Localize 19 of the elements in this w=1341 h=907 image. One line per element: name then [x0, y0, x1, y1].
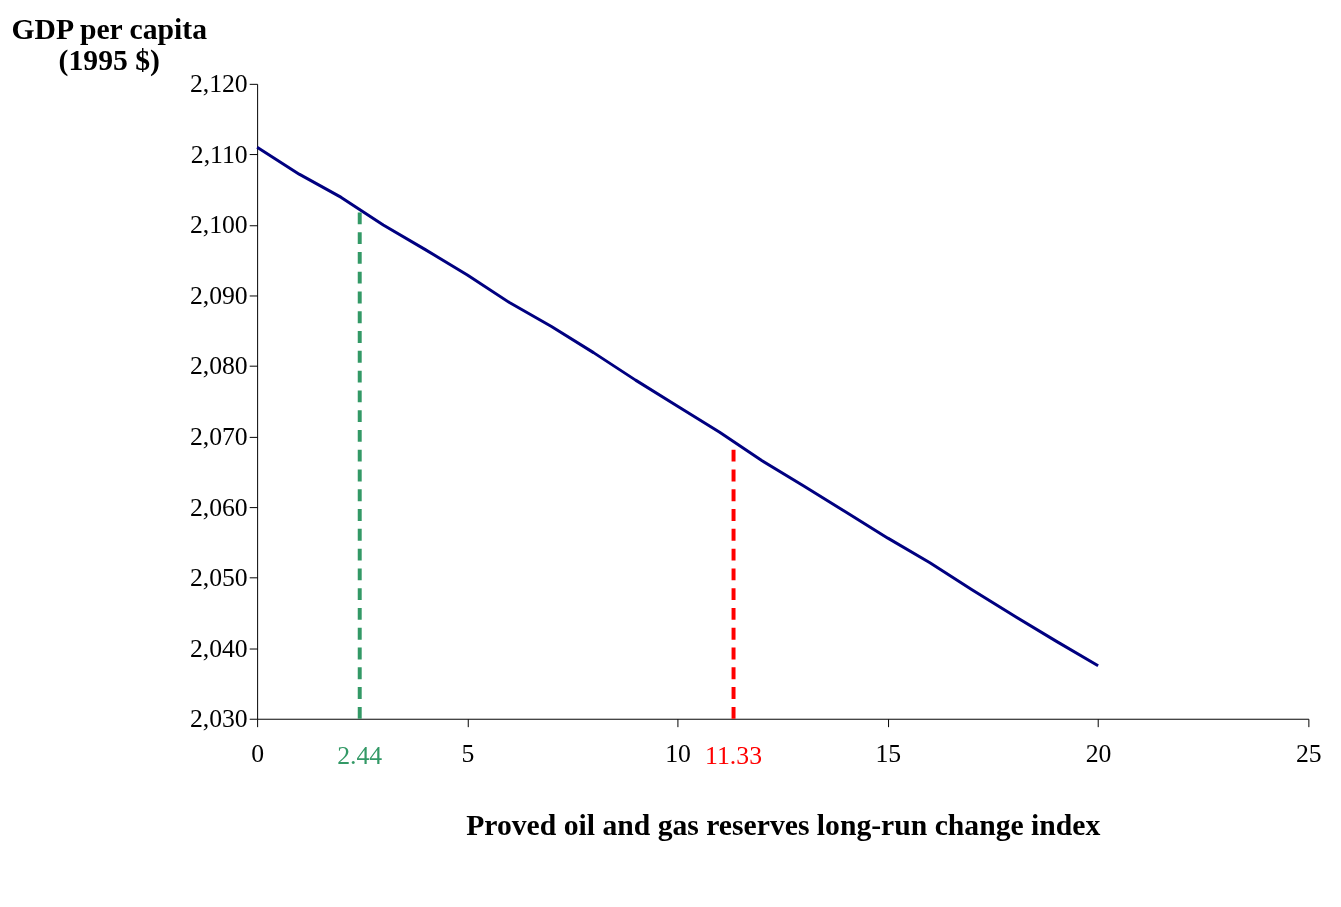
x-tick-label: 10 — [665, 738, 691, 768]
y-tick-label: 2,060 — [189, 492, 248, 522]
y-tick-label: 2,090 — [189, 280, 248, 310]
ref-line-label: 11.33 — [705, 741, 762, 771]
y-tick-label: 2,080 — [189, 351, 248, 381]
y-tick-label: 2,070 — [189, 421, 248, 451]
x-tick-label: 20 — [1085, 738, 1112, 768]
y-tick-label: 2,040 — [189, 633, 248, 663]
x-tick-label: 15 — [875, 738, 902, 768]
ref-line-label: 2.44 — [337, 741, 383, 771]
x-tick-label: 25 — [1296, 738, 1322, 768]
y-tick-label: 2,050 — [189, 563, 248, 593]
x-tick-label: 5 — [461, 738, 475, 768]
x-tick-label: 0 — [251, 738, 265, 768]
line-series — [255, 145, 1100, 668]
x-axis-title: Proved oil and gas reserves long-run change index — [466, 808, 1101, 841]
y-tick-label: 2,110 — [190, 139, 248, 169]
y-tick-label: 2,100 — [189, 210, 248, 240]
y-tick-label: 2,030 — [189, 704, 248, 734]
